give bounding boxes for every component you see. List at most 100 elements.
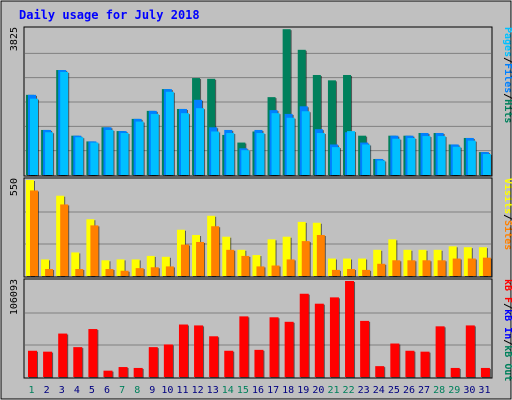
- bar-hits-day-18: [282, 29, 291, 175]
- bar-sites-day-17: [271, 265, 280, 276]
- bar-visits-day-4: [71, 252, 80, 276]
- chart-panels: 3825 Pages/Files/Hits 550 Visits/Sites 10609…: [9, 26, 512, 381]
- bar-visits-day-18: [282, 236, 291, 276]
- legend-entry: /: [502, 214, 512, 220]
- x-tick-label: 14: [222, 385, 234, 396]
- x-tick-label: 26: [403, 385, 415, 396]
- bar-sites-day-19: [301, 241, 310, 276]
- x-tick-label: 31: [478, 385, 490, 396]
- legend-entry: Pages: [502, 27, 512, 57]
- bar-sites-day-3: [60, 204, 69, 276]
- bar-kb-f-day-28: [435, 326, 445, 377]
- x-tick-label: 5: [89, 385, 95, 396]
- panel-kb-in-out-f: 106093 kB F/kB In/kB Out: [9, 278, 512, 381]
- x-axis-labels: 1 2 3 4 5 6 7 8 9 10 11 12 13 14 15 16 17 18 19 20 21 22 23 24 2…: [29, 385, 491, 396]
- bar-kb-f-day-23: [360, 320, 370, 377]
- panel-max-label: 106093: [9, 279, 20, 315]
- x-tick-label: 24: [373, 385, 385, 396]
- bar-sites-day-5: [90, 225, 99, 276]
- panel-visits-sites: 550 Visits/Sites: [9, 177, 512, 278]
- bar-pages-day-7: [120, 133, 129, 175]
- legend-entry: Files: [502, 63, 512, 93]
- bar-sites-day-25: [392, 260, 401, 276]
- x-tick-label: 23: [358, 385, 370, 396]
- bar-pages-day-23: [362, 144, 371, 175]
- bar-hits-day-21: [327, 80, 336, 175]
- bar-pages-day-13: [211, 131, 220, 175]
- bar-sites-day-28: [437, 260, 446, 276]
- bar-kb-f-day-4: [73, 347, 83, 377]
- bar-pages-day-24: [377, 160, 386, 175]
- panel-max-label: 3825: [9, 27, 20, 51]
- bar-pages-day-20: [316, 133, 325, 175]
- bar-pages-day-2: [45, 132, 54, 175]
- panel-hits-files-pages: 3825 Pages/Files/Hits: [9, 26, 512, 177]
- x-tick-label: 2: [44, 385, 50, 396]
- chart-title: Daily usage for July 2018: [19, 8, 200, 22]
- bar-pages-day-6: [105, 129, 114, 175]
- bar-sites-day-30: [467, 258, 476, 276]
- bar-pages-day-18: [286, 117, 295, 175]
- bar-visits-day-25: [388, 239, 397, 276]
- bar-pages-day-10: [165, 91, 174, 175]
- bar-sites-day-14: [226, 249, 235, 276]
- bar-kb-f-day-6: [103, 370, 113, 377]
- bar-kb-f-day-8: [133, 367, 143, 377]
- bar-sites-day-20: [316, 234, 325, 276]
- bar-kb-f-day-17: [269, 317, 279, 377]
- panel-legend: Visits/Sites: [502, 178, 512, 250]
- x-tick-label: 19: [297, 385, 309, 396]
- bar-kb-f-day-5: [88, 329, 98, 377]
- x-tick-label: 16: [252, 385, 264, 396]
- x-tick-label: 28: [433, 385, 445, 396]
- bar-sites-day-23: [362, 269, 371, 276]
- bar-pages-day-28: [437, 136, 446, 175]
- bar-sites-day-6: [105, 269, 114, 276]
- bar-pages-day-21: [331, 147, 340, 175]
- bar-sites-day-7: [120, 270, 129, 276]
- bar-hits-day-22: [343, 74, 352, 175]
- bar-kb-f-day-1: [28, 350, 37, 377]
- bar-pages-day-3: [60, 71, 69, 175]
- legend-entry: kB In: [502, 309, 512, 339]
- x-tick-label: 9: [149, 385, 155, 396]
- x-tick-label: 21: [327, 385, 339, 396]
- bar-visits-day-9: [146, 255, 155, 276]
- bar-sites-day-1: [30, 190, 38, 276]
- x-tick-label: 13: [207, 385, 219, 396]
- bar-sites-day-16: [256, 266, 265, 276]
- x-tick-label: 20: [312, 385, 324, 396]
- bar-pages-day-4: [75, 137, 84, 175]
- legend-entry: /: [502, 57, 512, 63]
- bar-visits-day-24: [373, 249, 382, 276]
- bar-pages-day-8: [135, 121, 144, 175]
- bar-visits-day-21: [327, 258, 336, 276]
- series-kb-f: [28, 281, 491, 378]
- x-tick-label: 10: [161, 385, 173, 396]
- x-tick-label: 22: [343, 385, 355, 396]
- series-sites: [30, 190, 492, 277]
- bar-hits-day-20: [312, 74, 321, 175]
- x-tick-label: 18: [282, 385, 294, 396]
- bar-pages-day-11: [180, 113, 189, 175]
- panel-max-label: 550: [9, 178, 20, 196]
- legend-entry: /: [502, 303, 512, 309]
- bar-pages-day-14: [226, 133, 235, 175]
- bar-sites-day-24: [377, 263, 386, 276]
- x-tick-label: 7: [119, 385, 125, 396]
- bar-visits-day-23: [358, 258, 367, 276]
- bar-sites-day-12: [196, 241, 205, 276]
- bar-kb-f-day-27: [420, 351, 430, 377]
- bar-kb-f-day-19: [299, 293, 309, 377]
- bar-hits-day-13: [207, 78, 216, 175]
- bar-sites-day-31: [482, 257, 491, 276]
- bar-sites-day-13: [211, 226, 220, 276]
- bar-pages-day-5: [90, 142, 99, 175]
- series-pages: [30, 71, 492, 176]
- bar-kb-f-day-2: [43, 351, 53, 377]
- bar-visits-day-8: [131, 259, 140, 276]
- panel-legend: Pages/Files/Hits: [502, 27, 512, 123]
- bar-kb-f-day-16: [254, 349, 264, 377]
- bar-visits-day-6: [101, 260, 110, 276]
- x-tick-label: 11: [176, 385, 188, 396]
